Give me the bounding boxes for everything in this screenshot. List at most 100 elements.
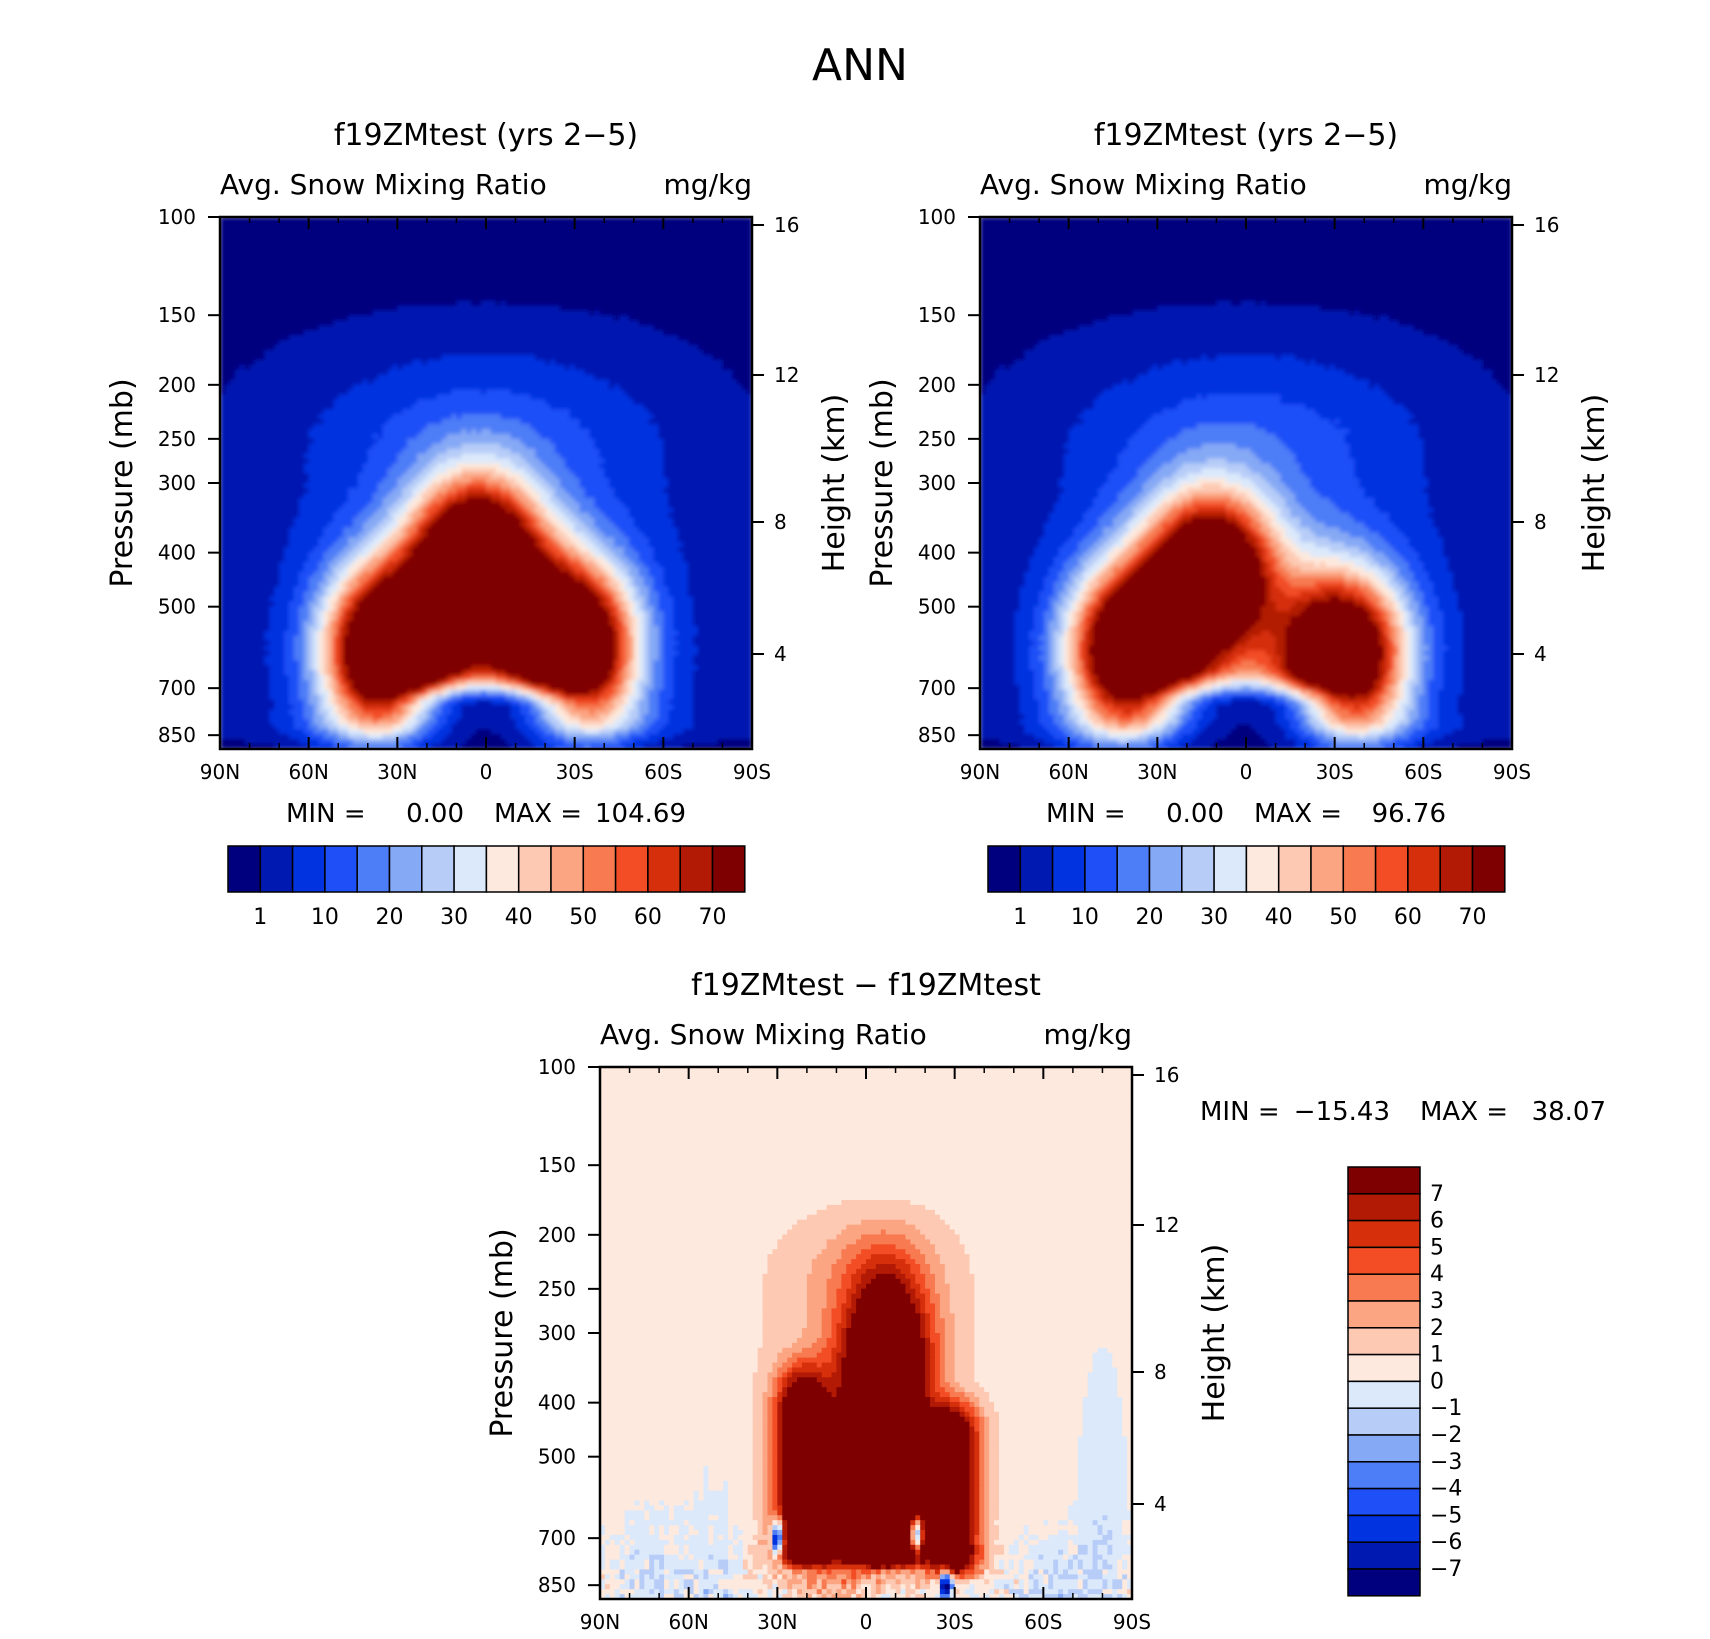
field-cell [1211, 684, 1222, 691]
field-cell [269, 680, 290, 686]
field-cell [594, 571, 605, 578]
field-cell [328, 591, 334, 597]
field-cell [1068, 433, 1134, 440]
field-cell [313, 714, 325, 721]
field-cell [333, 542, 349, 548]
field-cell [1127, 1485, 1132, 1492]
field-cell [1369, 724, 1385, 730]
field-cell [1369, 576, 1380, 583]
field-cell [1073, 532, 1089, 538]
field-cell [777, 1387, 783, 1393]
field-cell [668, 478, 752, 484]
field-cell [1058, 576, 1070, 583]
field-cell [1108, 566, 1114, 573]
field-cell [436, 512, 443, 519]
field-cell [836, 1288, 847, 1295]
field-cell [333, 512, 359, 519]
field-cell [1255, 620, 1291, 627]
field-cell [949, 1224, 1132, 1231]
field-cell [441, 739, 467, 745]
field-cell [980, 689, 1021, 696]
field-cell [1113, 384, 1370, 391]
field-cell [851, 1303, 857, 1309]
field-cell [767, 1456, 774, 1462]
field-cell [594, 542, 605, 548]
field-cell [1053, 645, 1060, 652]
field-cell [1157, 537, 1163, 543]
field-cell [466, 428, 472, 435]
field-cell [298, 680, 310, 686]
field-cell [980, 635, 1016, 642]
field-cell [999, 1416, 1084, 1423]
field-cell [456, 492, 467, 499]
field-cell [673, 694, 694, 701]
colorbar-swatch [1213, 845, 1248, 893]
field-cell [1443, 630, 1464, 637]
field-cell [1177, 739, 1193, 745]
field-cell [1379, 734, 1395, 740]
field-cell [220, 581, 280, 588]
field-cell [1413, 325, 1512, 331]
field-cell [1260, 571, 1267, 578]
field-cell [338, 704, 344, 711]
field-cell [668, 497, 752, 504]
field-cell [441, 699, 448, 706]
field-cell [623, 616, 630, 622]
colorbar-tick-label: 30 [440, 905, 468, 930]
field-cell [362, 379, 369, 386]
field-cell [1349, 310, 1355, 317]
field-cell [535, 497, 541, 504]
field-cell [1077, 1456, 1128, 1462]
field-cell [939, 1382, 951, 1388]
field-cell [1319, 492, 1365, 499]
field-cell [1270, 561, 1277, 568]
field-cell [609, 384, 615, 391]
field-cell [1113, 694, 1144, 701]
field-cell [964, 1387, 985, 1393]
field-cell [397, 547, 403, 553]
field-cell [1433, 517, 1512, 524]
field-cell [387, 547, 394, 553]
field-cell [269, 606, 290, 612]
field-cell [338, 684, 344, 691]
field-cell [348, 551, 359, 558]
field-cell [1044, 640, 1050, 647]
field-cell [525, 478, 536, 484]
field-cell [392, 487, 403, 494]
field-cell [1127, 502, 1139, 509]
field-cell [1339, 719, 1375, 725]
field-cell [220, 251, 752, 258]
colorbar-tick-label: 70 [1459, 905, 1487, 930]
field-cell [530, 739, 546, 745]
field-cell [653, 670, 664, 676]
field-cell [1073, 709, 1085, 716]
field-cell [530, 507, 536, 514]
field-cell [466, 670, 497, 676]
field-cell [1290, 537, 1301, 543]
field-cell [436, 453, 462, 459]
field-cell [1285, 699, 1296, 706]
field-cell [323, 586, 329, 592]
field-cell [1310, 714, 1316, 721]
field-cell [623, 591, 630, 597]
field-cell [421, 704, 428, 711]
field-cell [1462, 611, 1512, 617]
field-cell [1418, 660, 1424, 666]
field-cell [1098, 714, 1104, 721]
field-cell [1314, 532, 1351, 538]
field-cell [692, 694, 752, 701]
field-cell [1068, 699, 1075, 706]
field-cell [614, 384, 620, 391]
field-cell [643, 620, 650, 627]
field-cell [357, 704, 364, 711]
field-cell [1433, 660, 1444, 666]
field-cell [1270, 744, 1296, 749]
field-cell [308, 744, 334, 749]
field-cell [757, 1347, 783, 1354]
field-cell [1428, 502, 1512, 509]
field-cell [1117, 576, 1124, 583]
field-cell [777, 1401, 783, 1408]
field-cell [1492, 374, 1512, 381]
field-cell [974, 1283, 1132, 1290]
field-cell [638, 571, 650, 578]
